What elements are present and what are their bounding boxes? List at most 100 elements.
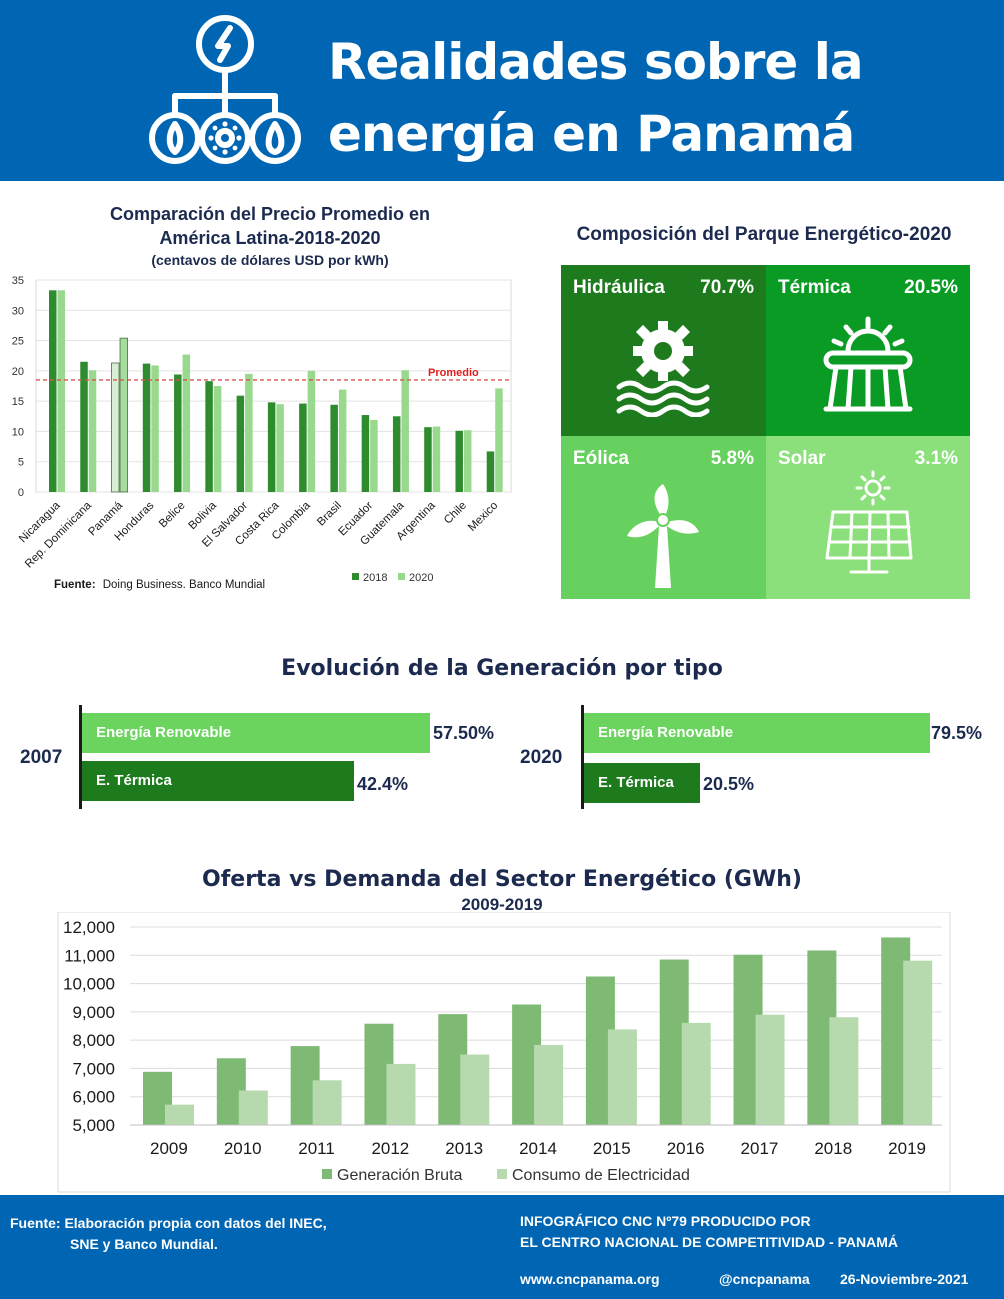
bar-consumo-2016	[681, 1022, 711, 1125]
hydro-gear-icon	[616, 321, 710, 417]
price-chart-legend: 2018 2020	[352, 572, 433, 584]
thermal-bar-2007: E. Térmica	[82, 761, 354, 801]
thermal-value-2007: 42.4%	[357, 774, 409, 794]
supply-demand-chart: 5,000 6,000 7,000 8,000 9,000 10,000 11,000 12,…	[57, 912, 951, 1193]
renewable-value-2020: 79.5%	[931, 723, 983, 743]
bar-2020-Rep. Dominicana	[88, 370, 97, 492]
x-tick-label: 2012	[371, 1139, 409, 1158]
renewable-bar-2007: Energía Renovable	[82, 713, 430, 753]
bar-2018-Colombia	[299, 403, 307, 492]
y-tick-label: 8,000	[72, 1031, 115, 1050]
tile-percent: 3.1%	[914, 448, 958, 469]
x-tick-label: 2013	[445, 1139, 483, 1158]
tile-solar: Solar 3.1%	[766, 436, 970, 599]
renewable-bar-2020: Energía Renovable	[584, 713, 930, 753]
legend-swatch-generacion	[322, 1169, 332, 1179]
bar-consumo-2018	[829, 1017, 859, 1125]
price-chart-source: Fuente: Doing Business. Banco Mundial	[54, 579, 265, 591]
evolution-year-2007: 2007	[20, 747, 63, 768]
bar-2020-Belice	[182, 354, 191, 492]
renewable-value-2007: 57.50%	[433, 723, 495, 743]
y-tick-label: 30	[12, 305, 24, 317]
footer-info-line-2: EL CENTRO NACIONAL DE COMPETITIVIDAD - P…	[520, 1234, 899, 1250]
x-tick-label: 2016	[667, 1139, 705, 1158]
bar-consumo-2017	[755, 1014, 785, 1125]
price-chart-title: Comparación del Precio Promedio en Améri…	[20, 202, 520, 250]
y-tick-label: 35	[12, 275, 24, 287]
bar-2020-Colombia	[307, 370, 316, 492]
legend-swatch-2018	[352, 573, 359, 580]
legend-label-consumo: Consumo de Electricidad	[512, 1167, 690, 1184]
supply-chart-x-labels: 2009 2010 2011 2012 2013 2014 2015 2016 2017 2018…	[150, 1139, 926, 1158]
bar-2018-Costa Rica	[267, 402, 276, 492]
evolution-axis-2020	[581, 705, 584, 809]
evolution-axis-2007	[79, 705, 82, 809]
y-tick-label: 15	[12, 396, 24, 408]
x-tick-label: 2011	[298, 1139, 335, 1158]
bar-2018-Guatemala	[392, 416, 401, 492]
bar-2018-Brasil	[330, 404, 338, 492]
tile-eolica: Eólica 5.8%	[561, 436, 766, 599]
title-line-2: energía en Panamá	[328, 105, 855, 163]
legend-swatch-2020	[398, 573, 405, 580]
footer-website-link[interactable]: www.cncpanama.org	[520, 1271, 660, 1287]
evolution-title: Evolución de la Generación por tipo	[281, 656, 723, 681]
footer-info-line-1: INFOGRÁFICO CNC Nº79 PRODUCIDO POR	[520, 1213, 811, 1229]
tile-name: Solar	[778, 448, 826, 469]
bar-consumo-2019	[903, 960, 933, 1125]
bar-2018-Bolivia	[205, 381, 213, 492]
x-tick-label: 2015	[593, 1139, 631, 1158]
supply-chart-legend: Generación Bruta Consumo de Electricidad	[322, 1167, 690, 1184]
x-tick-label: 2010	[224, 1139, 262, 1158]
price-chart-bars	[49, 290, 503, 493]
thermal-value-2020: 20.5%	[703, 774, 755, 794]
footer-date: 26-Noviembre-2021	[840, 1271, 969, 1287]
tile-name: Hidráulica	[573, 277, 665, 298]
supply-chart-subtitle: 2009-2019	[461, 895, 543, 914]
footer-source-line-1: Fuente: Elaboración propia con datos del…	[10, 1215, 327, 1231]
bar-consumo-2010	[238, 1090, 268, 1125]
bar-2018-Chile	[455, 430, 463, 492]
bar-consumo-2009	[165, 1104, 194, 1125]
composition-grid: Hidráulica 70.7% Térmica 20.5	[561, 265, 970, 599]
page-title: Realidades sobre la energía en Panamá	[328, 26, 988, 170]
y-tick-label: 9,000	[72, 1003, 115, 1022]
bar-2020-Honduras	[151, 365, 159, 492]
tile-hidraulica: Hidráulica 70.7%	[561, 265, 766, 436]
legend-label-2020: 2020	[409, 572, 433, 584]
wind-turbine-icon	[627, 484, 699, 588]
bar-2020-Brasil	[338, 389, 347, 492]
footer: Fuente: Elaboración propia con datos del…	[0, 1195, 1004, 1299]
bar-consumo-2013	[460, 1054, 490, 1125]
bar-2018-Nicaragua	[49, 290, 57, 492]
bar-2018-Panamá	[111, 362, 120, 493]
tile-termica: Térmica 20.5%	[766, 265, 970, 436]
tile-percent: 20.5%	[904, 277, 958, 298]
bar-2018-Argentina	[424, 427, 432, 492]
header-banner: Realidades sobre la energía en Panamá	[0, 0, 1004, 181]
solar-panel-icon	[825, 470, 913, 574]
footer-social-handle[interactable]: @cncpanama	[719, 1271, 810, 1287]
x-tick-label: Belice	[157, 500, 188, 531]
source-text: Doing Business. Banco Mundial	[103, 579, 265, 591]
energy-network-icon	[149, 15, 301, 164]
bar-2020-El Salvador	[245, 373, 253, 492]
y-tick-label: 5	[18, 457, 24, 469]
y-tick-label: 10	[12, 426, 24, 438]
y-tick-label: 20	[12, 366, 24, 378]
y-tick-label: 12,000	[63, 918, 115, 937]
price-chart-subtitle: (centavos de dólares USD por kWh)	[151, 252, 389, 268]
x-tick-label: Brasil	[315, 500, 344, 529]
footer-info: INFOGRÁFICO CNC Nº79 PRODUCIDO POR EL CE…	[520, 1211, 898, 1253]
price-chart-title-line-2: América Latina-2018-2020	[159, 228, 381, 248]
supply-chart-bars	[143, 937, 933, 1125]
y-tick-label: 11,000	[64, 946, 115, 965]
bar-2020-Ecuador	[370, 419, 378, 492]
footer-source: Fuente: Elaboración propia con datos del…	[10, 1213, 327, 1255]
bar-2020-Chile	[463, 430, 472, 492]
source-label: Fuente:	[54, 579, 96, 591]
supply-chart-frame	[57, 912, 951, 1193]
x-tick-label: Mexico	[466, 500, 500, 534]
x-tick-label: 2014	[519, 1139, 557, 1158]
